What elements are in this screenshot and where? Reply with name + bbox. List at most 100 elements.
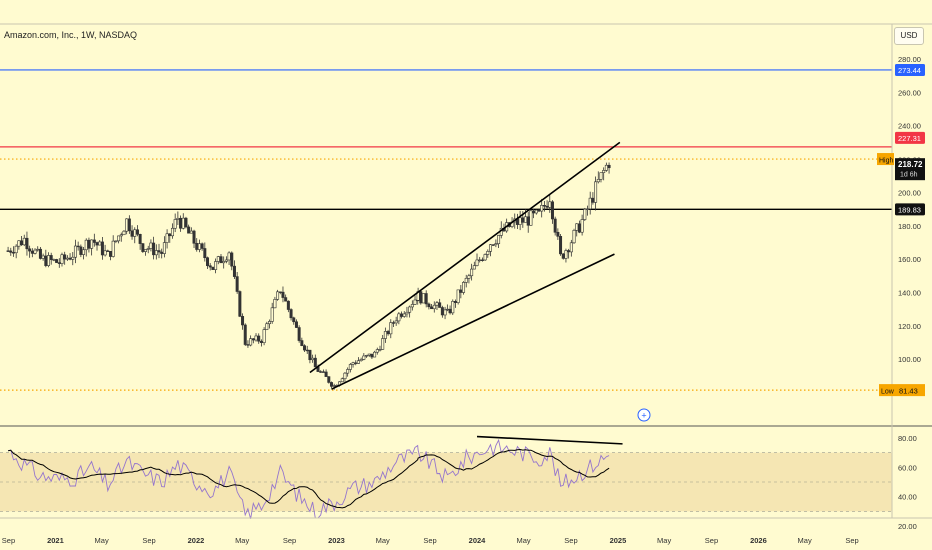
candle-body — [526, 216, 530, 226]
candle-body — [270, 307, 274, 322]
candle-body — [49, 255, 53, 260]
candle-body — [400, 313, 404, 317]
candle-body — [200, 243, 204, 249]
candle-body — [33, 249, 37, 254]
candle-body — [435, 302, 439, 306]
trendline[interactable] — [309, 141, 621, 374]
candle-body — [308, 349, 312, 361]
label-low-value-bg — [895, 384, 925, 397]
candle-body — [340, 378, 344, 383]
plus-button[interactable]: + — [637, 408, 651, 422]
candle-body — [311, 357, 315, 361]
candle-body — [588, 197, 592, 210]
trendline[interactable] — [331, 253, 615, 390]
y-tick-label: 160.00 — [898, 255, 921, 264]
candle-body — [389, 322, 393, 335]
candle-body — [25, 237, 29, 250]
candle-body — [599, 172, 603, 180]
candle-body — [332, 385, 336, 387]
candle-body — [265, 323, 269, 330]
candle-body — [518, 217, 522, 225]
candle-body — [284, 297, 288, 302]
candle-body — [60, 254, 64, 264]
candle-body — [464, 277, 468, 283]
candle-body — [373, 351, 377, 358]
x-tick-label: 2021 — [47, 536, 64, 545]
y-tick-label: 240.00 — [898, 122, 921, 131]
rsi-tick-label: 40.00 — [898, 493, 917, 502]
currency-button[interactable]: USD — [894, 27, 924, 45]
candle-body — [214, 261, 218, 270]
candle-body — [532, 210, 536, 214]
candle-body — [257, 335, 261, 342]
candle-body — [152, 242, 156, 256]
candle-body — [92, 239, 96, 243]
candle-body — [203, 248, 207, 259]
candle-body — [278, 291, 282, 293]
candle-body — [346, 369, 350, 374]
candle-body — [459, 289, 463, 293]
candle-body — [591, 197, 595, 203]
label-189: 189.83 — [895, 203, 925, 216]
candle-body — [370, 353, 374, 358]
candle-body — [443, 309, 447, 316]
candle-body — [65, 257, 69, 260]
candle-body — [478, 259, 482, 261]
candle-body — [189, 230, 193, 234]
candle-body — [36, 248, 40, 251]
candle-body — [550, 201, 554, 220]
candle-body — [329, 382, 333, 387]
candle-body — [292, 317, 296, 323]
candle-body — [386, 331, 390, 335]
candle-body — [451, 301, 455, 314]
candle-body — [157, 250, 161, 253]
candle-body — [540, 205, 544, 212]
candle-body — [259, 340, 263, 343]
price-levels — [0, 69, 892, 391]
candle-body — [561, 253, 565, 259]
candle-body — [162, 242, 166, 254]
candle-body — [73, 245, 77, 258]
candle-body — [564, 250, 568, 259]
candle-body — [9, 250, 13, 253]
candle-body — [114, 240, 118, 242]
rsi-divergence-line[interactable] — [476, 435, 623, 445]
label-273: 273.44 — [895, 63, 925, 76]
candle-body — [438, 302, 442, 308]
label-last-price: 218.72 — [898, 160, 923, 169]
candle-body — [63, 254, 67, 260]
candle-body — [117, 235, 121, 242]
candle-body — [475, 259, 479, 266]
rsi-pane — [0, 435, 892, 519]
candle-body — [321, 371, 325, 373]
y-tick-label: 200.00 — [898, 188, 921, 197]
candle-body — [348, 364, 352, 370]
rsi-tick-label: 80.00 — [898, 434, 917, 443]
candle-body — [68, 257, 72, 260]
candle-body — [17, 240, 21, 247]
candle-body — [567, 250, 571, 253]
candle-body — [303, 345, 307, 351]
candle-body — [127, 218, 131, 232]
rsi-ma-line — [8, 448, 610, 509]
candle-body — [192, 230, 196, 244]
candle-body — [47, 255, 51, 266]
candle-body — [607, 164, 611, 169]
candle-body — [249, 338, 253, 346]
candle-body — [22, 237, 26, 246]
candle-body — [410, 304, 414, 308]
candle-body — [365, 355, 369, 357]
candle-body — [52, 259, 56, 261]
label-last-bg — [895, 158, 925, 181]
candle-body — [294, 321, 298, 328]
candle-body — [419, 291, 423, 304]
candle-body — [133, 229, 137, 237]
label-189-text: 189.83 — [898, 206, 921, 215]
candle-body — [216, 256, 220, 262]
candle-body — [90, 239, 94, 249]
candle-body — [604, 164, 608, 171]
candle-body — [472, 265, 476, 270]
candle-body — [165, 233, 169, 243]
label-227-text: 227.31 — [898, 134, 921, 143]
